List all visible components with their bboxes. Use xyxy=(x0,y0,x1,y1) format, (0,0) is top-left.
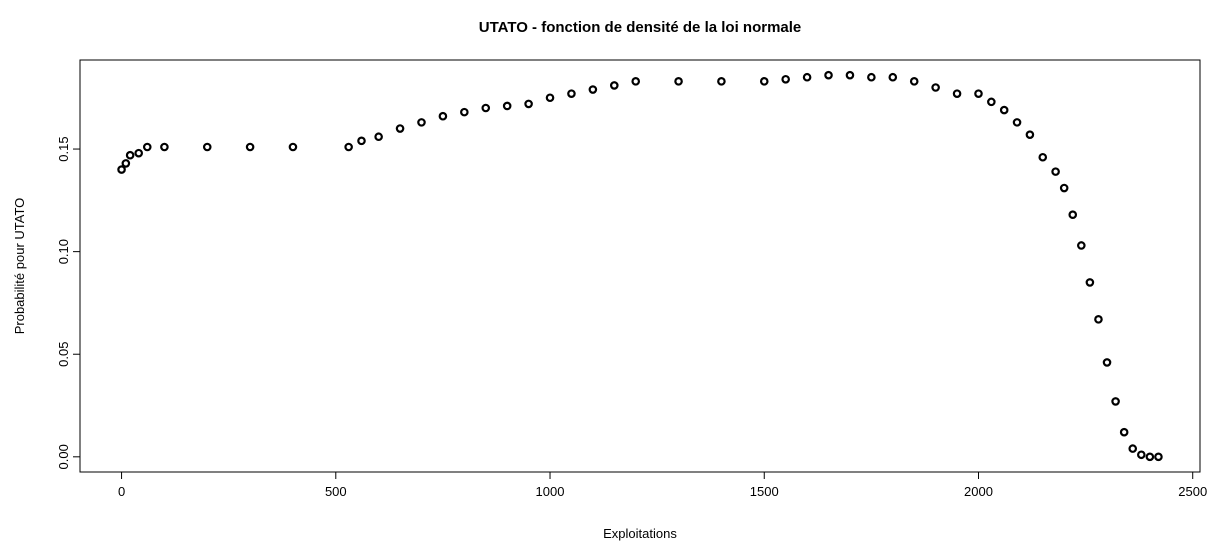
y-axis-label: Probabilité pour UTATO xyxy=(12,198,27,335)
point xyxy=(609,81,619,90)
point xyxy=(931,83,940,92)
point xyxy=(1111,397,1120,406)
x-tick-label: 500 xyxy=(325,484,347,499)
point xyxy=(1085,278,1095,287)
point xyxy=(909,77,919,86)
point xyxy=(674,77,683,86)
point xyxy=(245,142,255,152)
point xyxy=(1077,241,1086,250)
x-axis-label: Exploitations xyxy=(603,526,677,541)
point xyxy=(125,150,135,160)
point xyxy=(374,132,383,142)
point xyxy=(1102,358,1112,367)
x-tick-label: 0 xyxy=(118,484,125,499)
point xyxy=(631,77,641,86)
point xyxy=(781,74,790,84)
point xyxy=(344,142,353,152)
point xyxy=(142,142,152,152)
y-tick-label: 0.00 xyxy=(56,444,71,469)
point xyxy=(567,89,576,98)
point xyxy=(395,124,405,133)
x-tick-label: 2500 xyxy=(1178,484,1207,499)
plot-frame xyxy=(79,59,1201,473)
point xyxy=(1051,167,1060,176)
point xyxy=(802,72,812,82)
point xyxy=(134,148,143,158)
point xyxy=(545,93,555,103)
point xyxy=(974,89,983,98)
point xyxy=(1154,452,1163,462)
point xyxy=(1137,450,1146,460)
chart-title: UTATO - fonction de densité de la loi no… xyxy=(479,19,802,36)
x-tick-label: 1000 xyxy=(536,484,565,499)
point xyxy=(952,89,962,98)
point xyxy=(1119,427,1129,437)
point xyxy=(824,70,833,80)
point xyxy=(999,105,1009,115)
point xyxy=(502,101,512,111)
point xyxy=(845,70,855,80)
x-tick-label: 1500 xyxy=(750,484,779,499)
point xyxy=(121,159,131,168)
point xyxy=(1025,130,1035,139)
x-tick-label: 2000 xyxy=(964,484,993,499)
point xyxy=(1145,452,1155,462)
point xyxy=(1094,315,1103,324)
point xyxy=(460,107,469,117)
point xyxy=(438,111,448,121)
point xyxy=(717,77,726,86)
point xyxy=(524,99,533,109)
point xyxy=(160,142,169,152)
point xyxy=(288,142,298,152)
point xyxy=(202,142,212,152)
point xyxy=(1012,118,1022,127)
point xyxy=(417,118,426,127)
point xyxy=(1068,210,1078,220)
point xyxy=(1128,444,1138,453)
point xyxy=(759,77,769,86)
point xyxy=(1059,183,1069,193)
point xyxy=(987,97,996,107)
point xyxy=(1038,152,1048,162)
y-tick-label: 0.15 xyxy=(56,136,71,161)
point xyxy=(117,165,126,174)
point xyxy=(867,72,876,82)
y-tick-label: 0.05 xyxy=(56,342,71,367)
point xyxy=(588,85,598,94)
point xyxy=(888,72,898,82)
point xyxy=(481,103,491,113)
point xyxy=(357,136,366,146)
y-tick-label: 0.10 xyxy=(56,239,71,264)
